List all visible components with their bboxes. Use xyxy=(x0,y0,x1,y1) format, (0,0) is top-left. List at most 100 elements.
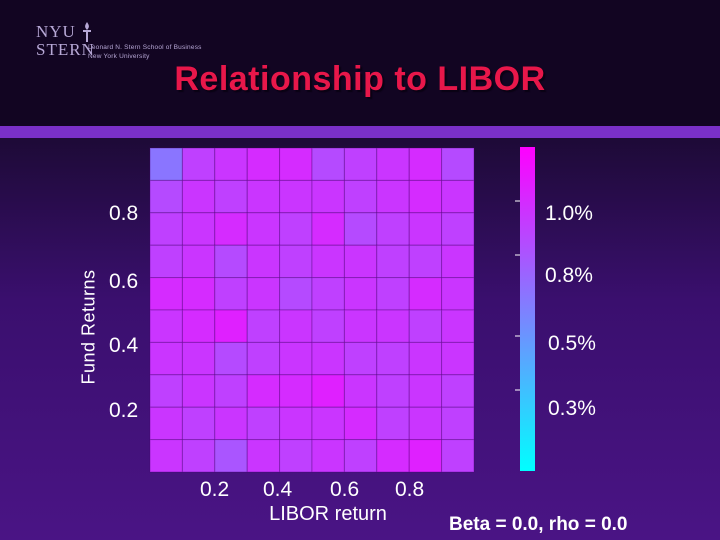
heatmap-cell xyxy=(279,406,313,441)
heatmap-cell xyxy=(408,212,443,246)
heatmap-cell xyxy=(246,277,281,311)
heatmap-cell xyxy=(441,309,475,343)
heatmap-cell xyxy=(376,179,410,214)
heatmap-cell xyxy=(181,244,216,279)
heatmap-cell xyxy=(279,277,313,311)
heatmap-cell xyxy=(441,212,475,246)
heatmap-cell xyxy=(376,244,410,279)
heatmap-cell xyxy=(181,439,216,473)
heatmap-cell xyxy=(441,277,475,311)
y-tick-label: 0.6 xyxy=(109,270,139,293)
colorbar-tick-label: 0.5% xyxy=(548,332,596,355)
heatmap-cell xyxy=(376,439,410,473)
heatmap-cell xyxy=(149,439,183,473)
heatmap-cell xyxy=(311,374,345,408)
heatmap-cell xyxy=(343,406,378,441)
heatmap-cell xyxy=(311,341,345,376)
heatmap-cell xyxy=(441,341,475,376)
heatmap-cell xyxy=(408,244,443,279)
heatmap-cell xyxy=(408,179,443,214)
heatmap-cell xyxy=(441,439,475,473)
y-tick-label: 0.8 xyxy=(109,202,139,225)
heatmap-cell xyxy=(343,212,378,246)
heatmap-cell xyxy=(343,374,378,408)
x-tick-label: 0.6 xyxy=(330,478,360,501)
heatmap-cell xyxy=(441,406,475,441)
heatmap-cell xyxy=(343,277,378,311)
heatmap-cell xyxy=(441,244,475,279)
heatmap-cell xyxy=(214,341,248,376)
heatmap-cell xyxy=(246,406,281,441)
heatmap-cell xyxy=(246,212,281,246)
heatmap-cell xyxy=(376,309,410,343)
heatmap-cell xyxy=(214,406,248,441)
heatmap-cell xyxy=(311,439,345,473)
heatmap-cell xyxy=(214,374,248,408)
heatmap-cell xyxy=(376,406,410,441)
heatmap-cell xyxy=(181,212,216,246)
heatmap-cell xyxy=(343,147,378,181)
heatmap-cell xyxy=(246,179,281,214)
x-tick-label: 0.4 xyxy=(263,478,293,501)
y-tick-label: 0.2 xyxy=(109,399,139,422)
heatmap-cell xyxy=(376,374,410,408)
header-divider xyxy=(0,126,720,138)
heatmap-cell xyxy=(441,147,475,181)
heatmap-cell xyxy=(408,147,443,181)
heatmap-cell xyxy=(214,147,248,181)
heatmap-cell xyxy=(149,147,183,181)
heatmap-cell xyxy=(376,212,410,246)
heatmap-cell xyxy=(214,179,248,214)
heatmap-cell xyxy=(408,374,443,408)
heatmap-cell xyxy=(311,406,345,441)
logo-university-text: New York University xyxy=(88,53,150,60)
heatmap-cell xyxy=(311,212,345,246)
heatmap-cell xyxy=(246,244,281,279)
heatmap-cell xyxy=(408,406,443,441)
heatmap-cell xyxy=(311,309,345,343)
heatmap-cell xyxy=(376,277,410,311)
heatmap-cell xyxy=(214,244,248,279)
heatmap-cell xyxy=(246,374,281,408)
y-axis-label: Fund Returns xyxy=(78,269,99,385)
heatmap-cell xyxy=(441,179,475,214)
heatmap-cell xyxy=(279,374,313,408)
heatmap-cell xyxy=(343,309,378,343)
x-tick-label: 0.2 xyxy=(200,478,230,501)
heatmap-cell xyxy=(279,179,313,214)
heatmap-cell xyxy=(279,341,313,376)
colorbar-tick-label: 1.0% xyxy=(545,202,593,225)
heatmap-cell xyxy=(311,277,345,311)
heatmap-cell xyxy=(149,309,183,343)
x-axis-label: LIBOR return xyxy=(269,503,387,525)
colorbar-tick-label: 0.3% xyxy=(548,397,596,420)
heatmap-cell xyxy=(246,439,281,473)
heatmap-cell xyxy=(279,309,313,343)
heatmap-cell xyxy=(149,277,183,311)
heatmap-cell xyxy=(441,374,475,408)
heatmap-cell xyxy=(149,374,183,408)
heatmap-cell xyxy=(408,309,443,343)
logo-nyu-text: NYU xyxy=(36,22,76,41)
heatmap-cell xyxy=(181,179,216,214)
colorbar xyxy=(520,147,535,471)
logo-school-text: Leonard N. Stern School of Business xyxy=(88,44,202,51)
colorbar-tick-label: 0.8% xyxy=(545,264,593,287)
heatmap-cell xyxy=(343,179,378,214)
heatmap-cell xyxy=(311,179,345,214)
heatmap-cell xyxy=(214,212,248,246)
heatmap-cell xyxy=(149,212,183,246)
header-band xyxy=(0,0,720,126)
heatmap-cell xyxy=(214,309,248,343)
heatmap-cell xyxy=(149,341,183,376)
heatmap-cell xyxy=(181,147,216,181)
heatmap-cell xyxy=(408,341,443,376)
heatmap-cell xyxy=(311,244,345,279)
heatmap-cell xyxy=(376,341,410,376)
torch-icon xyxy=(83,22,91,42)
heatmap-cell xyxy=(408,277,443,311)
heatmap-cell xyxy=(246,341,281,376)
heatmap-cell xyxy=(181,341,216,376)
heatmap-cell xyxy=(343,439,378,473)
